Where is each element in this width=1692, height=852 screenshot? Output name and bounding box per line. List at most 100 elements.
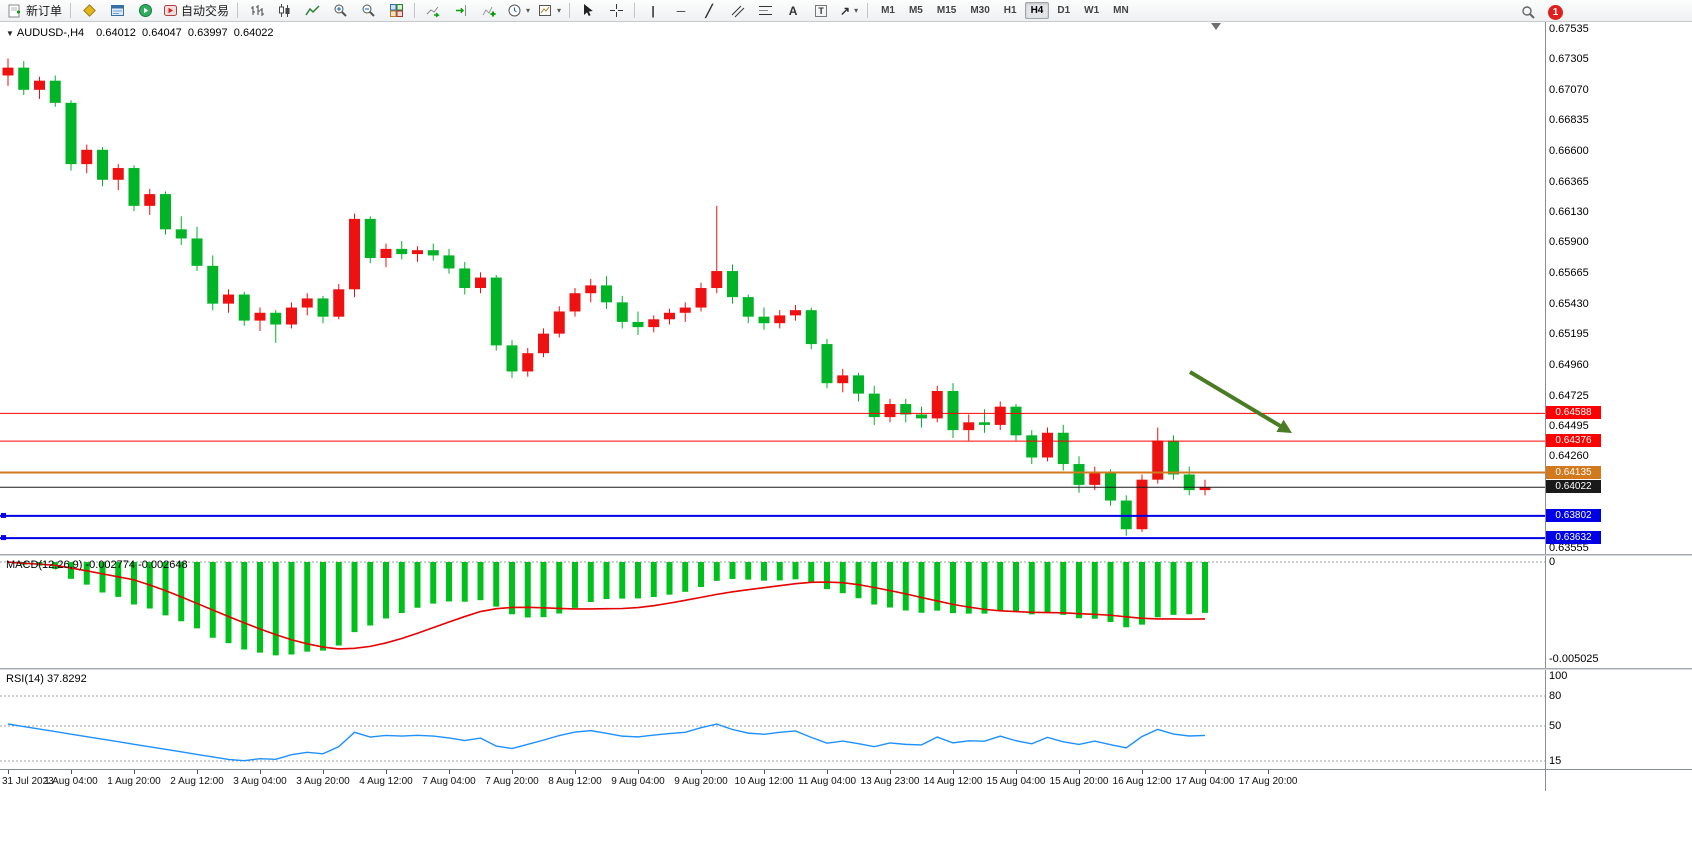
timeframe-button-h4[interactable]: H4 [1024, 2, 1050, 19]
chart-shift-button[interactable] [447, 0, 475, 21]
candle-body [380, 248, 392, 259]
candle-body [1010, 406, 1022, 436]
macd-signal-line [7, 561, 1206, 650]
bar-chart-button[interactable] [242, 0, 270, 21]
time-tick [953, 770, 954, 774]
autotrading-button[interactable]: 自动交易 [159, 0, 233, 21]
candle-body [475, 277, 486, 288]
candle-body [585, 285, 597, 294]
one-click-trading-toggle[interactable]: ▼ [6, 28, 14, 38]
price-axis-label: 0.67535 [1549, 23, 1589, 36]
metaeditor-button[interactable] [75, 0, 103, 21]
crosshair-button[interactable] [602, 0, 630, 21]
candle-body [128, 168, 140, 206]
time-tick [1016, 770, 1017, 774]
hline-handle[interactable] [1, 535, 6, 541]
zoom-in-button[interactable] [326, 0, 354, 21]
candle-body [49, 80, 61, 103]
candle-body [711, 271, 723, 288]
price-badge: 0.63632 [1546, 531, 1601, 545]
candle-body [994, 406, 1006, 425]
price-axis-label: 0.65665 [1549, 267, 1589, 279]
bar-chart-icon [249, 3, 264, 18]
indicators-button[interactable] [475, 0, 503, 21]
candle-body [270, 312, 282, 325]
candle-body [758, 316, 770, 324]
hline-handle[interactable] [1, 512, 6, 518]
notification-badge[interactable]: 1 [1548, 5, 1563, 20]
trendline-button[interactable]: ╱ [695, 0, 723, 21]
candlestick-chart-button[interactable] [270, 0, 298, 21]
fibonacci-button[interactable] [751, 0, 779, 21]
candle-body [175, 229, 187, 239]
auto-scroll-icon [426, 3, 441, 18]
timeframe-button-m1[interactable]: M1 [881, 5, 895, 16]
macd-plot[interactable] [0, 556, 1545, 668]
arrows-button[interactable]: ↗ ▾ [835, 0, 863, 21]
candle-body [333, 289, 345, 317]
new-order-button[interactable]: 新订单 [4, 0, 66, 21]
candle-body [160, 194, 171, 230]
price-axis-label: 0.64495 [1549, 419, 1589, 432]
clock-icon [507, 3, 522, 18]
time-axis-label: 9 Aug 04:00 [611, 776, 665, 787]
candle-body [553, 311, 565, 334]
channel-icon [730, 3, 745, 18]
candle-body [238, 294, 250, 321]
timeframe-button-mn[interactable]: MN [1113, 5, 1129, 16]
zoom-out-button[interactable] [354, 0, 382, 21]
horizontal-line-button[interactable]: ─ [667, 0, 695, 21]
price-axis-label: 0.66130 [1549, 206, 1589, 219]
timeframe-button-m5[interactable]: M5 [908, 5, 923, 16]
tile-windows-button[interactable] [382, 0, 410, 21]
timeframe-button-d1[interactable]: D1 [1057, 5, 1071, 16]
timeframe-button-h1[interactable]: H1 [1003, 5, 1017, 16]
time-axis-label: 10 Aug 12:00 [734, 776, 794, 787]
rsi-plot[interactable] [0, 670, 1545, 769]
macd-label: MACD(12,26,9) -0.002774 -0.002648 [6, 559, 188, 571]
templates-button[interactable]: ▾ [534, 0, 565, 21]
channel-button[interactable] [723, 0, 751, 21]
text-label-button[interactable]: T [807, 0, 835, 21]
timeframe-button-m15[interactable]: M15 [936, 5, 957, 16]
cursor-button[interactable] [574, 0, 602, 21]
candle-body [695, 288, 707, 308]
dropdown-arrow-icon: ▾ [526, 6, 531, 15]
price-axis-label: 0.64260 [1549, 450, 1589, 463]
strategy-tester-button[interactable] [131, 0, 159, 21]
candle-body [916, 414, 927, 419]
candle-body [853, 375, 864, 394]
toolbar-separator [414, 3, 416, 18]
timeframe-button-w1[interactable]: W1 [1084, 5, 1100, 16]
time-axis[interactable]: 31 Jul 2023 1 Aug 04:00 1 Aug 20:00 2 Aug 1… [0, 769, 1692, 791]
price-axis-label: 0.66365 [1549, 175, 1589, 188]
text-button[interactable]: A [779, 0, 807, 21]
line-chart-button[interactable] [298, 0, 326, 21]
timeframe-button-m30[interactable]: M30 [970, 5, 990, 16]
annotation-arrow-head[interactable] [1276, 419, 1292, 433]
periods-button[interactable]: ▾ [503, 0, 534, 21]
time-tick [890, 770, 891, 774]
candle-body [65, 102, 77, 165]
candle-body [1152, 440, 1164, 480]
annotation-arrow[interactable] [1188, 370, 1282, 428]
candle-body [459, 268, 471, 288]
chart-shift-marker[interactable] [1211, 23, 1221, 30]
vertical-line-button[interactable]: | [639, 0, 667, 21]
price-axis-label: 0.64960 [1549, 358, 1589, 371]
candle-body [349, 218, 360, 290]
candle-body [1183, 474, 1195, 491]
candle-body [774, 315, 786, 324]
time-axis-label: 3 Aug 04:00 [233, 776, 287, 787]
time-tick [1079, 770, 1080, 774]
search-button[interactable] [1514, 2, 1542, 23]
search-icon [1521, 5, 1536, 20]
candle-body [664, 312, 675, 320]
auto-scroll-button[interactable] [419, 0, 447, 21]
main-plot[interactable] [0, 22, 1545, 554]
panel-divider[interactable] [0, 668, 1692, 670]
terminal-button[interactable] [103, 0, 131, 21]
panel-divider[interactable] [0, 554, 1692, 556]
terminal-icon [110, 3, 125, 18]
candle-body [490, 277, 502, 346]
